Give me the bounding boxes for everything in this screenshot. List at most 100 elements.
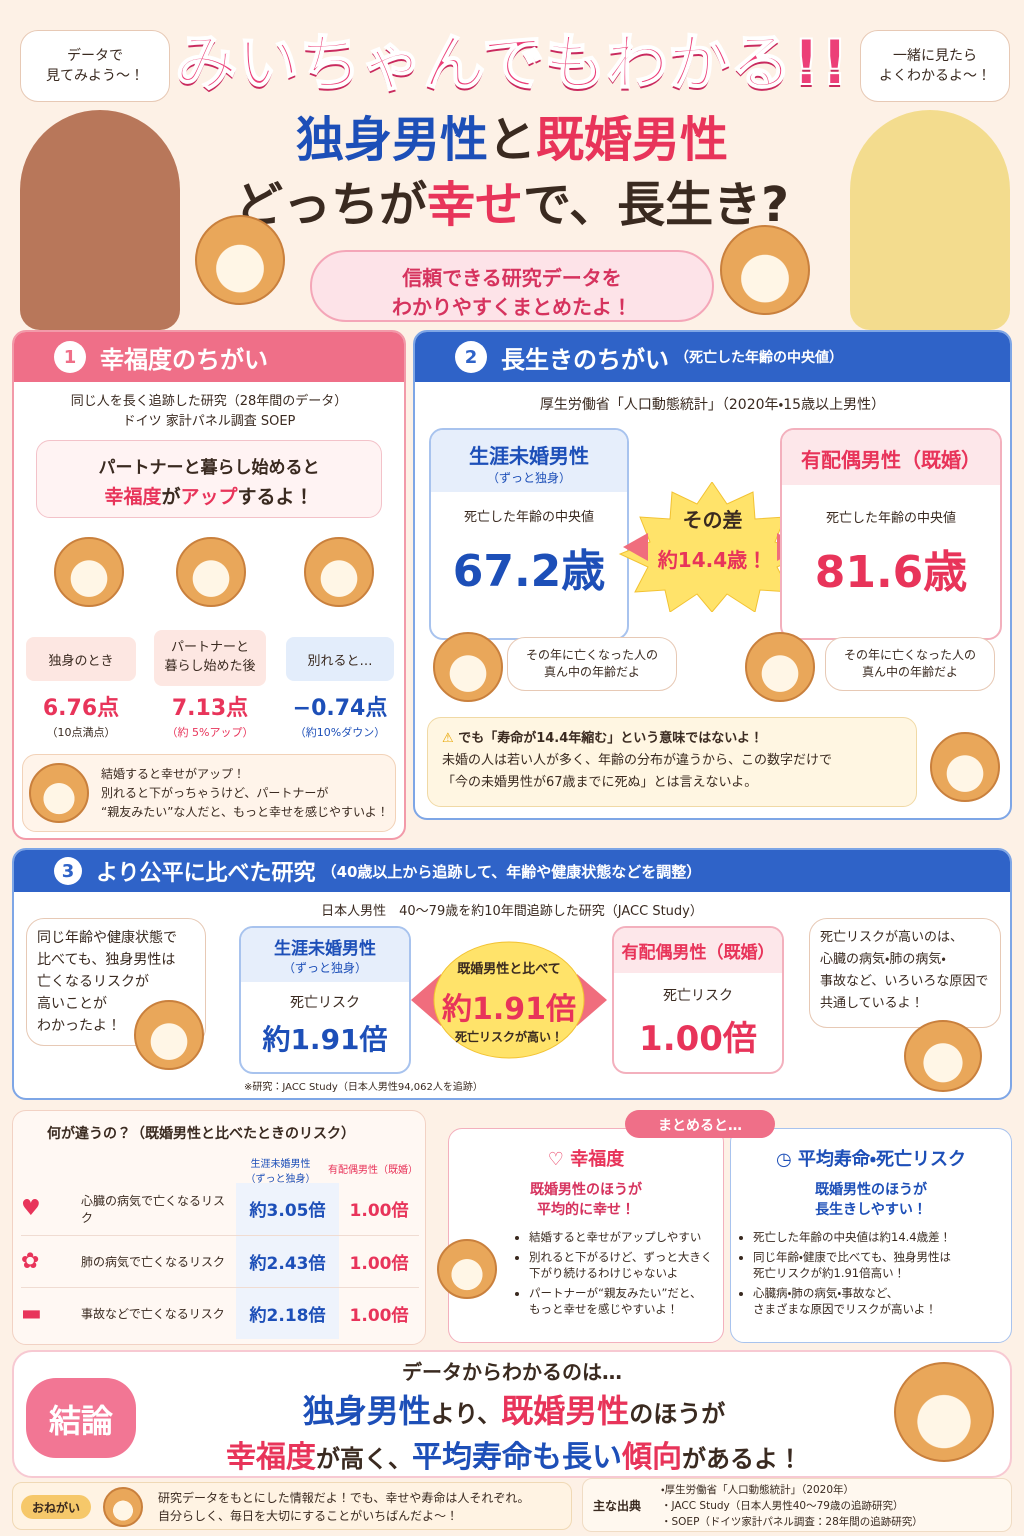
card-sub: （ずっと独身）: [486, 471, 571, 485]
warning-box: ⚠ でも「寿命が14.4年縮む」という意味ではないよ！ 未婚の人は若い人が多く、…: [427, 717, 917, 807]
cell: 心臓の病気で亡くなるリスク: [81, 1193, 226, 1225]
bubble-part: が: [161, 486, 181, 508]
source: 厚生労働省「人口動態統計」（2020年・15歳以上男性）: [539, 397, 886, 413]
hamster: [176, 537, 246, 607]
section-header: 1 幸福度のちがい: [14, 332, 404, 382]
list-item: 死亡した年齢の中央値は約14.4歳差！: [753, 1229, 1011, 1245]
risk-table: 何が違うの？（既婚男性と比べたときのリスク） 生涯未婚男性 （ずっと独身） 有配…: [12, 1110, 426, 1345]
card-note: （約 5%アップ）: [166, 726, 254, 739]
section-header: 3 より公平に比べた研究 （40歳以上から追跡して、年齢や健康状態などを調整）: [14, 850, 1010, 892]
speech-bubble: 死亡リスクが高いのは、 心臓の病気・肺の病気・ 事故など、いろいろな原因で 共通…: [809, 918, 1001, 1028]
card-value: 67.2歳: [452, 546, 606, 597]
table-title: 何が違うの？（既婚男性と比べたときのリスク）: [47, 1126, 355, 1142]
summary-title: ♡ 幸福度: [449, 1145, 723, 1171]
card-married: 有配偶男性（既婚） 死亡した年齢の中央値 81.6歳: [780, 428, 1002, 640]
summary-headline: 既婚男性のほうが 平均的に幸せ！: [530, 1182, 642, 1218]
hamster: [745, 632, 815, 702]
conclusion-part: 幸福度: [226, 1440, 316, 1475]
card-title: 生涯未婚男性: [274, 939, 376, 959]
card-label: 別れると…: [286, 637, 394, 681]
section-header: 2 長生きのちがい （死亡した年齢の中央値）: [415, 332, 1010, 382]
card-married: 有配偶男性（既婚） 死亡リスク 1.00倍: [612, 926, 784, 1074]
card-note: （約10%ダウン）: [294, 726, 386, 739]
card-header: 有配偶男性（既婚）: [614, 928, 782, 973]
speech-bubble: その年に亡くなった人の 真ん中の年齢だよ: [507, 637, 677, 691]
speech-bubble: その年に亡くなった人の 真ん中の年齢だよ: [825, 637, 995, 691]
hamster: [433, 632, 503, 702]
section-subtitle: （死亡した年齢の中央値）: [675, 350, 843, 366]
diff-label: その差: [682, 508, 743, 532]
section-title: 幸福度のちがい: [100, 345, 268, 374]
conclusion-part: 平均寿命も長い: [412, 1440, 622, 1475]
list-item: パートナーが“親友みたい”だと、 もっと幸せを感じやすいよ！: [529, 1285, 723, 1317]
character: [850, 110, 1010, 330]
bubble-text: 幸福度がアップするよ！: [37, 482, 381, 509]
summary-title: ◷ 平均寿命・死亡リスク: [731, 1145, 1011, 1171]
column-header: 生涯未婚男性 （ずっと独身）: [245, 1159, 316, 1185]
diff-label: 死亡リスクが高い！: [454, 1030, 563, 1044]
summary-title-text: 幸福度: [570, 1149, 625, 1170]
subtitle-part: 既婚男性: [536, 112, 729, 168]
hamster: [134, 1000, 204, 1070]
hamster: [720, 225, 810, 315]
diff-label: 既婚男性と比べて: [457, 962, 561, 977]
conclusion-lead: データからわかるのは…: [402, 1360, 622, 1384]
diff-value: 約14.4歳！: [657, 548, 768, 572]
card-header: 生涯未婚男性 （ずっと独身）: [431, 430, 627, 492]
column-header: 有配偶男性（既婚）: [328, 1165, 418, 1176]
warning-text: 「今の未婚男性が67歳までに死ぬ」とは言えないよ。: [442, 775, 758, 790]
cell: 1.00倍: [349, 1253, 409, 1274]
speech-bubble: データで 見てみよう〜！: [20, 30, 170, 102]
list-item: 同じ年齢・健康で比べても、独身男性は 死亡リスクが約1.91倍高い！: [753, 1249, 1011, 1281]
summary-headline: 既婚男性のほうが 長生きしやすい！: [815, 1182, 927, 1218]
icon: ✿: [21, 1248, 40, 1274]
conclusion-line: 独身男性より、既婚男性のほうが: [154, 1386, 874, 1432]
speech-bubble: 同じ年齢や健康状態で 比べても、独身男性は 亡くなるリスクが 高いことが わかっ…: [26, 918, 206, 1046]
warning-text: でも「寿命が14.4年縮む」という意味ではないよ！: [458, 731, 764, 746]
card-label: 独身のとき: [26, 637, 136, 681]
source: 日本人男性 40〜79歳を約10年間追跡した研究（JACC Study）: [321, 904, 703, 919]
conclusion-part: のほうが: [629, 1400, 726, 1428]
table-row: ✿ 肺の病気で亡くなるリスク 約2.43倍 1.00倍: [21, 1235, 419, 1287]
icon: ♡: [547, 1149, 571, 1170]
footer-sources: 主な出典 ・厚生労働省「人口動態統計」（2020年） ・JACC Study（日…: [582, 1478, 1012, 1532]
card-label: パートナーと 暮らし始めた後: [154, 630, 266, 686]
hamster: [29, 763, 89, 823]
cell: 約2.18倍: [236, 1287, 340, 1339]
card-value: 約1.91倍: [262, 1023, 388, 1056]
bubble-part: アップ: [180, 486, 238, 508]
subtitle-part: と: [487, 112, 536, 168]
list-item: 結婚すると幸せがアップしやすい: [529, 1229, 723, 1245]
card-value: 81.6歳: [814, 547, 968, 598]
table: ♥ 心臓の病気で亡くなるリスク 約3.05倍 1.00倍 ✿ 肺の病気で亡くなるリスク約…: [21, 1183, 419, 1339]
sources-list: ・厚生労働省「人口動態統計」（2020年） ・JACC Study（日本人男性4…: [661, 1482, 923, 1530]
card-label: 死亡した年齢の中央値: [463, 510, 594, 525]
section-longevity: 2 長生きのちがい （死亡した年齢の中央値） 厚生労働省「人口動態統計」（2020年…: [413, 330, 1012, 820]
conclusion-part: があるよ！: [682, 1445, 802, 1473]
hamster: [54, 537, 124, 607]
conclusion-line: 幸福度が高く、平均寿命も長い傾向があるよ！: [154, 1432, 874, 1476]
conclusion-part: 傾向: [622, 1440, 682, 1475]
conclusion-part: が高く、: [316, 1445, 412, 1473]
conclusion-part: 既婚男性: [501, 1392, 630, 1430]
card-label: 死亡リスク: [663, 988, 733, 1004]
bubble-text: パートナーと暮らし始めると: [98, 458, 320, 478]
cell: 1.00倍: [349, 1305, 409, 1326]
sources-label: 主な出典: [593, 1499, 642, 1513]
cell: 肺の病気で亡くなるリスク: [81, 1254, 226, 1269]
card-value: −0.74点: [292, 696, 388, 721]
summary-label: まとめると…: [625, 1110, 775, 1138]
conclusion-part: より、: [430, 1400, 502, 1428]
subtitle-part: 幸せ: [427, 177, 524, 233]
summary-list: 死亡した年齢の中央値は約14.4歳差！ 同じ年齢・健康で比べても、独身男性は 死…: [735, 1229, 1011, 1317]
diff-value: 約1.91倍: [441, 992, 577, 1027]
footnote: ※研究：JACC Study（日本人男性94,062人を追跡）: [244, 1082, 483, 1093]
summary-happiness: ♡ 幸福度 既婚男性のほうが 平均的に幸せ！ 結婚すると幸せがアップしやすい 別…: [437, 1128, 724, 1343]
source-line: 同じ人を長く追跡した研究（28年間のデータ）: [70, 394, 348, 409]
section-number: 2: [455, 341, 487, 373]
table-row: ▬ 事故などで亡くなるリスク 約2.18倍 1.00倍: [21, 1287, 419, 1339]
footer-note: おねがい 研究データをもとにした情報だよ！でも、幸せや寿命は人それぞれ。 自分ら…: [12, 1482, 572, 1530]
icon: ♥: [21, 1196, 41, 1222]
hamster: [437, 1239, 497, 1299]
